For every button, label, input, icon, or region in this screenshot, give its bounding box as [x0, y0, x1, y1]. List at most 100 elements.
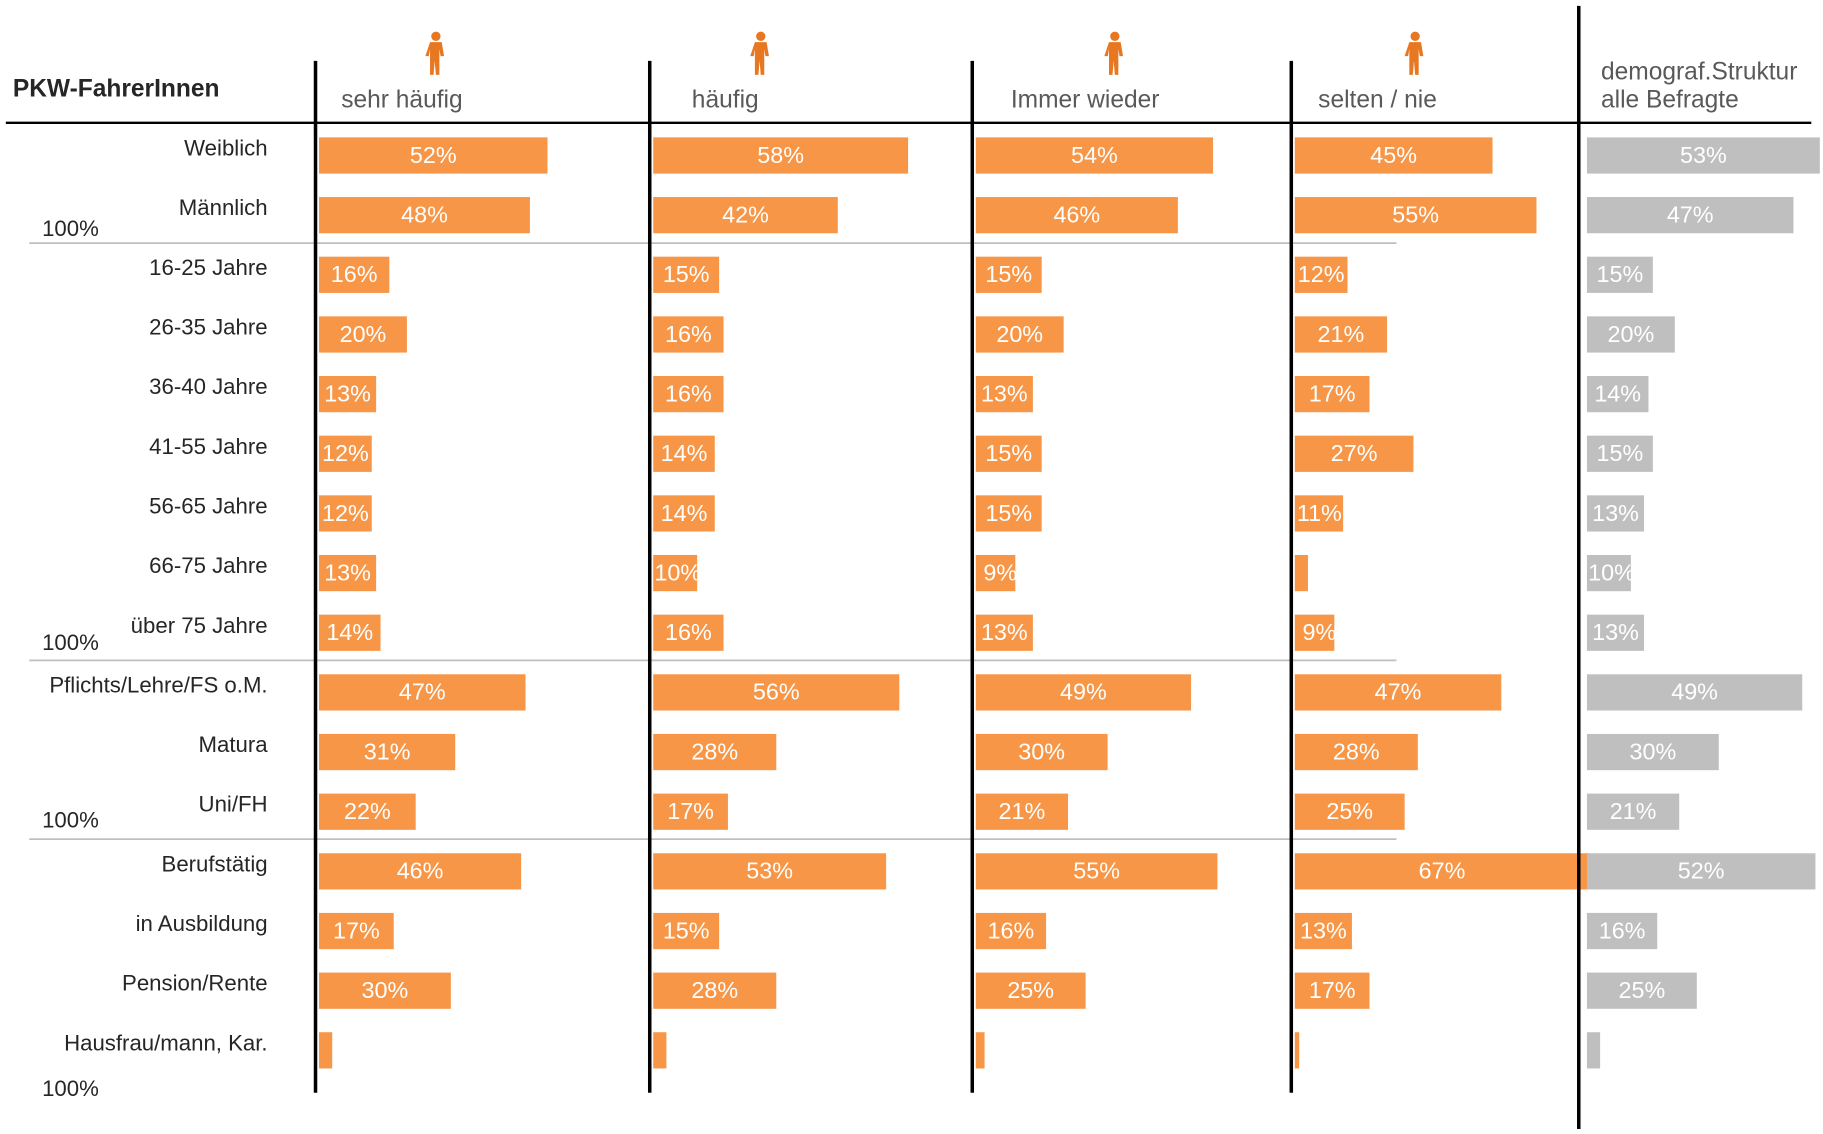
- value-label: 21%: [1610, 798, 1657, 824]
- bar: [653, 733, 777, 771]
- value-label: 16%: [988, 917, 1035, 943]
- bar: [319, 674, 526, 711]
- value-label: 58%: [757, 142, 804, 168]
- value-label: 56%: [753, 679, 800, 705]
- value-label: 47%: [1375, 679, 1422, 705]
- value-label: 14%: [326, 619, 373, 645]
- panel-header-text: selten / nie: [1318, 86, 1437, 114]
- bar: [1294, 853, 1590, 890]
- value-label: 30%: [1629, 738, 1676, 764]
- value-label: 12%: [322, 500, 369, 526]
- bar: [1294, 912, 1352, 950]
- value-label: 42%: [722, 201, 769, 227]
- group-total: 100%: [42, 807, 99, 832]
- bar: [1586, 972, 1697, 1009]
- value-label: 16%: [665, 380, 712, 406]
- bar: [653, 674, 900, 711]
- bar: [653, 1032, 667, 1069]
- bar: [975, 376, 1033, 413]
- bar: [1294, 793, 1405, 830]
- bar: [1586, 316, 1675, 353]
- panel-header: sehr häufig: [341, 86, 463, 114]
- bar: [975, 614, 1033, 651]
- value-label: 16%: [1599, 917, 1646, 943]
- value-label: 13%: [324, 559, 371, 585]
- row-label: 26-35 Jahre: [149, 314, 267, 339]
- value-label: 13%: [324, 380, 371, 406]
- bar: [319, 256, 390, 293]
- person-icons: [425, 31, 1424, 75]
- value-label: 13%: [1592, 619, 1639, 645]
- bar: [653, 554, 698, 592]
- row-label: Pension/Rente: [122, 971, 268, 996]
- bar: [653, 853, 887, 890]
- bar: [1586, 1032, 1601, 1069]
- panel-header-text: sehr häufig: [341, 86, 463, 114]
- value-label: 53%: [746, 858, 793, 884]
- value-label: 14%: [661, 500, 708, 526]
- bar: [975, 435, 1042, 472]
- bar: [1294, 674, 1502, 711]
- group-total: 100%: [42, 1076, 99, 1101]
- row-label: in Ausbildung: [136, 911, 268, 936]
- bar: [1586, 912, 1658, 950]
- chart-title: PKW-FahrerInnen: [13, 76, 220, 103]
- bar: [319, 316, 407, 353]
- value-label: 45%: [1370, 142, 1417, 168]
- bar: [319, 554, 377, 592]
- bar: [653, 137, 909, 174]
- bar: [653, 435, 715, 472]
- group-total: 100%: [42, 216, 99, 241]
- value-label: 13%: [981, 380, 1028, 406]
- value-label: 30%: [362, 977, 409, 1003]
- bar: [319, 972, 451, 1009]
- bar: [319, 376, 377, 413]
- bar: [975, 853, 1218, 890]
- value-label: 21%: [999, 798, 1046, 824]
- value-label: 30%: [1018, 738, 1065, 764]
- bar: [1294, 376, 1370, 413]
- bar: [975, 733, 1108, 771]
- bar: [975, 495, 1042, 532]
- value-label: 25%: [1618, 977, 1665, 1003]
- value-label: 10%: [1588, 559, 1635, 585]
- bar: [319, 912, 394, 950]
- value-label: 16%: [331, 261, 378, 287]
- value-label: 46%: [1053, 201, 1100, 227]
- value-label: 21%: [1318, 321, 1365, 347]
- value-label: 47%: [399, 679, 446, 705]
- panel-header-text: häufig: [691, 86, 759, 114]
- value-label: 10%: [654, 559, 701, 585]
- bar: [319, 435, 372, 472]
- panel-header: Immer wieder: [1010, 86, 1160, 114]
- row-label: Männlich: [179, 195, 268, 220]
- bar: [975, 972, 1086, 1009]
- bar: [1294, 137, 1493, 174]
- bar: [1294, 435, 1414, 472]
- bar: [1586, 674, 1803, 711]
- bar: [1294, 316, 1388, 353]
- row-label: Berufstätig: [162, 851, 268, 876]
- value-label: 28%: [691, 977, 738, 1003]
- value-label: 15%: [663, 917, 710, 943]
- panel-header-text: demograf.Struktur alle Befragte: [1600, 58, 1798, 114]
- bar: [653, 316, 724, 353]
- value-label: 15%: [1597, 261, 1644, 287]
- panel-header-text: Immer wieder: [1010, 86, 1160, 114]
- panel-header: selten / nie: [1318, 86, 1437, 114]
- bar: [975, 912, 1047, 950]
- value-label: 12%: [322, 440, 369, 466]
- row-label: Pflichts/Lehre/FS o.M.: [49, 672, 267, 697]
- bar: [1586, 733, 1719, 771]
- row-label: Uni/FH: [199, 792, 268, 817]
- row-label: 16-25 Jahre: [149, 255, 267, 280]
- value-label: 55%: [1392, 201, 1439, 227]
- bar: [1586, 495, 1645, 532]
- bar: [975, 554, 1016, 592]
- bar: [1586, 435, 1653, 472]
- value-label: 46%: [397, 858, 444, 884]
- bar: [1586, 137, 1820, 174]
- row-label: 66-75 Jahre: [149, 553, 267, 578]
- value-label: 20%: [996, 321, 1043, 347]
